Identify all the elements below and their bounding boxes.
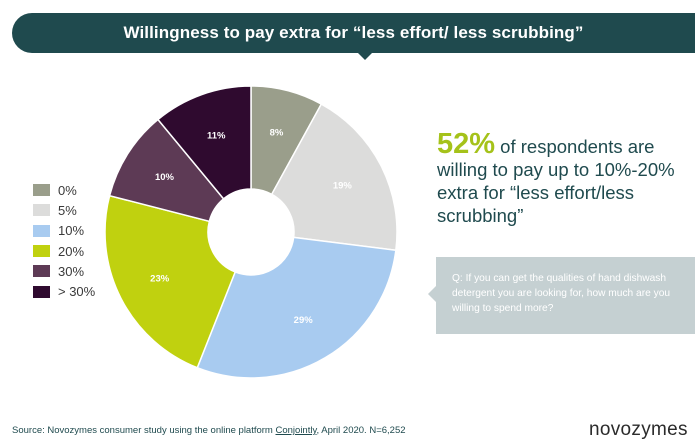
legend-swatch: [33, 184, 50, 197]
legend-label: 10%: [58, 223, 85, 239]
banner-pointer: [357, 52, 373, 60]
chart-title-banner: Willingness to pay extra for “less effor…: [12, 13, 695, 53]
legend-swatch: [33, 285, 50, 298]
headline-callout: 52% of respondents are willing to pay up…: [437, 130, 695, 227]
legend-item: 20%: [33, 241, 95, 261]
source-link[interactable]: Conjointly: [275, 425, 317, 436]
legend-swatch: [33, 245, 50, 258]
slice-30-plus: [156, 85, 252, 200]
slice-data-label: 10%: [155, 172, 175, 183]
slice-30: [108, 118, 225, 223]
chart-title: Willingness to pay extra for “less effor…: [123, 23, 584, 42]
legend-swatch: [33, 204, 50, 217]
survey-question-box: Q: If you can get the qualities of hand …: [436, 257, 695, 334]
legend-item: 10%: [33, 221, 95, 241]
logo-text: novozymes: [589, 419, 688, 440]
slice-data-label: 29%: [294, 315, 314, 326]
source-suffix: , April 2020. N=6,252: [316, 425, 406, 436]
legend-item: 5%: [33, 200, 95, 220]
legend-item: 30%: [33, 261, 95, 281]
survey-question-text: Q: If you can get the qualities of hand …: [452, 273, 671, 314]
slice-data-label: 23%: [150, 274, 170, 285]
novozymes-logo: novozymes: [589, 419, 688, 441]
legend-label: 30%: [58, 263, 85, 279]
legend-swatch: [33, 224, 50, 237]
slice-data-label: 8%: [270, 128, 284, 139]
slice-10: [196, 236, 397, 379]
legend-label: 5%: [58, 202, 77, 218]
legend-label: > 30%: [58, 284, 96, 300]
slice-data-label: 11%: [207, 131, 226, 142]
slice-data-label: 19%: [333, 180, 353, 191]
headline-text: of respondents are willing to pay up to …: [437, 136, 675, 226]
legend-item: 0%: [33, 180, 95, 200]
headline-percent: 52%: [437, 128, 496, 160]
source-prefix: Source: Novozymes consumer study using t…: [12, 425, 276, 436]
source-note: Source: Novozymes consumer study using t…: [12, 425, 406, 436]
slice-5: [270, 103, 398, 252]
slice-20: [104, 194, 237, 369]
legend-label: 20%: [58, 243, 85, 259]
legend-item: > 30%: [33, 281, 95, 301]
legend-label: 0%: [58, 182, 77, 198]
question-pointer: [428, 286, 436, 302]
legend-swatch: [33, 265, 50, 278]
chart-legend: 0% 5% 10% 20% 30% > 30%: [33, 180, 95, 302]
